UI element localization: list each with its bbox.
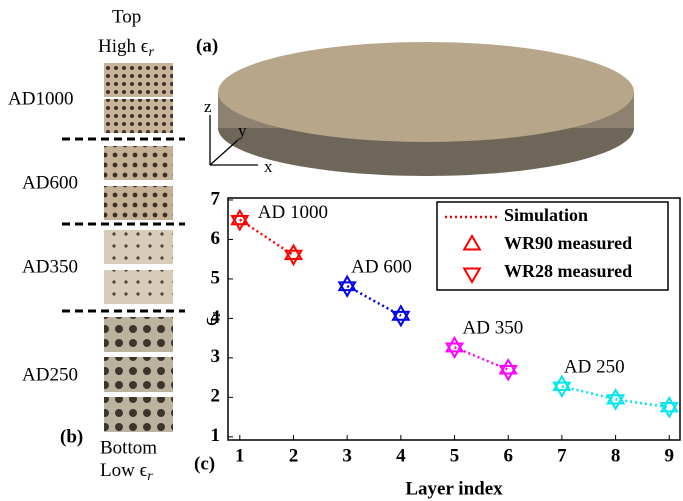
high-label: High ϵr [98, 36, 154, 60]
group-annotation: AD 350 [463, 318, 524, 339]
tiles [104, 63, 173, 432]
disk [218, 42, 634, 176]
y-tick-label: 5 [211, 267, 221, 288]
tile [104, 230, 173, 264]
tile [104, 357, 173, 392]
panel-label: (c) [194, 453, 215, 474]
wr90-marker [608, 390, 624, 404]
figure: Top High ϵr AD1000 AD600 AD350 AD250 (b)… [0, 0, 683, 501]
legend-label: Simulation [504, 205, 588, 225]
x-tick-label: 4 [396, 445, 406, 466]
wr90-marker [286, 245, 302, 259]
x-tick-label: 2 [289, 445, 299, 466]
group-annotation: AD 250 [564, 357, 625, 378]
material-label: AD350 [22, 256, 78, 277]
material-label: AD1000 [8, 88, 73, 109]
x-tick-label: 6 [503, 445, 513, 466]
wr28-marker [608, 395, 624, 409]
low-label: Low ϵr [100, 460, 153, 484]
disk-top [218, 42, 634, 142]
tile [104, 186, 173, 220]
bottom-label: Bottom [100, 437, 157, 458]
y-tick-label: 7 [211, 188, 221, 209]
tile [104, 99, 173, 133]
x-axis-label: Layer index [405, 478, 503, 499]
tile [104, 270, 173, 304]
tile [104, 63, 173, 97]
legend-label: WR90 measured [504, 233, 632, 253]
x-tick-label: 9 [665, 445, 675, 466]
x-tick-label: 3 [342, 445, 352, 466]
wr90-marker [661, 398, 677, 412]
panel-label: (a) [196, 35, 218, 56]
axis-3d-label: y [238, 121, 247, 140]
top-label: Top [112, 6, 141, 27]
y-axis-label-sub: r [208, 312, 224, 317]
y-axis-label-text: ϵ [197, 317, 222, 326]
legend-label: WR28 measured [504, 261, 632, 281]
group-annotation: AD 600 [351, 256, 412, 277]
x-tick-label: 7 [557, 445, 567, 466]
x-tick-label: 5 [450, 445, 460, 466]
y-tick-label: 1 [211, 425, 221, 446]
y-axis-label: ϵr [197, 312, 224, 326]
group-annotation: AD 1000 [258, 202, 328, 223]
y-tick-label: 2 [211, 386, 221, 407]
axis-3d-label: z [204, 97, 212, 116]
tile [104, 397, 173, 432]
material-label: AD250 [22, 364, 78, 385]
axis-y [210, 140, 238, 165]
y-tick-label: 3 [211, 346, 221, 367]
wr28-marker [661, 403, 677, 417]
tile [104, 146, 173, 180]
tile [104, 317, 173, 352]
x-tick-label: 1 [235, 445, 245, 466]
axis-3d-label: x [264, 157, 273, 176]
material-label: AD600 [22, 172, 78, 193]
wr28-marker [286, 251, 302, 265]
panel-label: (b) [60, 426, 83, 447]
y-tick-label: 6 [211, 228, 221, 249]
x-tick-label: 8 [611, 445, 621, 466]
